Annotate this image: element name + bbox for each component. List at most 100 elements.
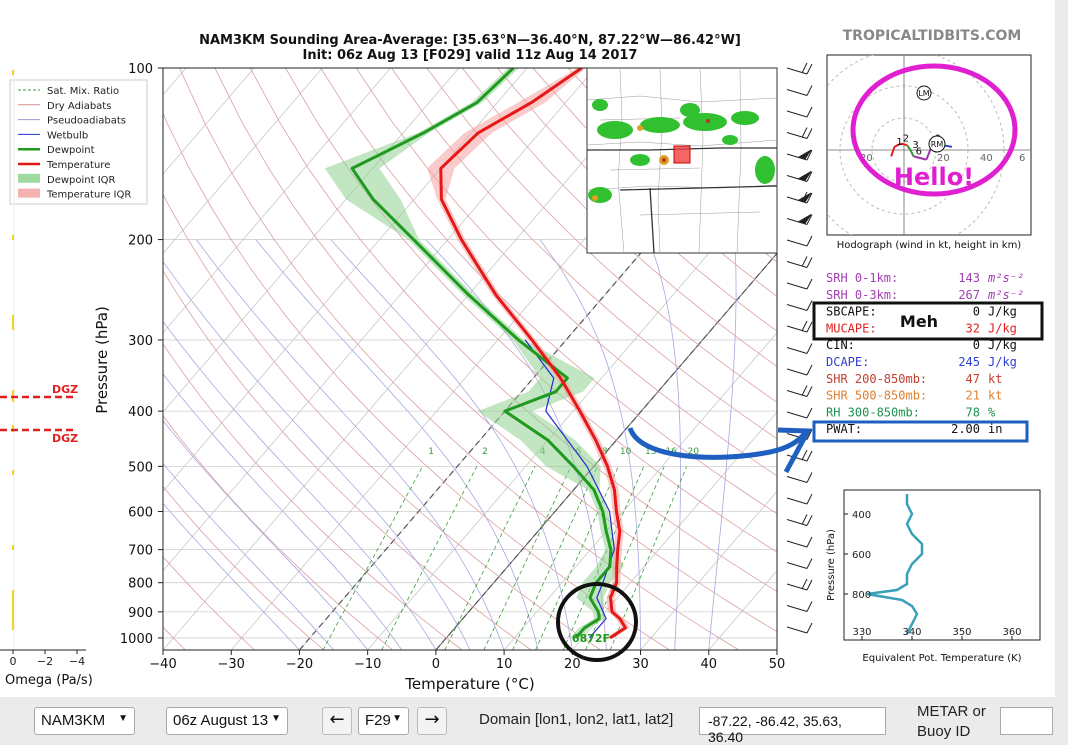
- wind-barb: [786, 89, 808, 96]
- index-label: MUCAPE:: [826, 321, 877, 335]
- wind-barb: [786, 562, 808, 569]
- wind-barb: [786, 497, 808, 505]
- arrow-left-icon: ←: [329, 709, 345, 730]
- wind-barb: [786, 540, 808, 548]
- hodo-ring-label: 20: [860, 153, 873, 164]
- index-value: 47: [966, 372, 980, 386]
- wind-barb: [786, 132, 808, 139]
- pwat-arrow: [627, 426, 808, 460]
- legend-label: Temperature IQR: [46, 190, 131, 201]
- index-unit: J/kg: [988, 305, 1017, 319]
- pwat-arrow-head: [777, 427, 813, 474]
- domain-label: Domain [lon1, lon2, lat1, lat2]: [479, 711, 674, 728]
- wind-barb: [786, 261, 808, 268]
- hodograph-height-label: 1: [896, 137, 902, 148]
- temperature-tick-label: 40: [701, 657, 718, 672]
- x-axis-label: Temperature (°C): [404, 675, 534, 693]
- index-label: SHR 500-850mb:: [826, 389, 927, 403]
- temperature-tick-label: 10: [496, 657, 513, 672]
- theta-e-x-tick: 350: [952, 627, 971, 638]
- hodograph-segment: [890, 146, 896, 157]
- theta-e-x-tick: 330: [852, 627, 871, 638]
- hodo-ring-label: 20: [937, 153, 950, 164]
- run-select[interactable]: 06z August 13 ▼: [166, 707, 288, 735]
- wind-barb: [786, 454, 808, 462]
- index-unit: %: [988, 405, 996, 419]
- hodograph-segment: [913, 155, 927, 161]
- theta-e-xlabel: Equivalent Pot. Temperature (K): [862, 653, 1021, 664]
- toolbar: NAM3KM ▼ 06z August 13 ▼ ← F29 ▼ → Domai…: [0, 697, 1068, 745]
- index-label: PWAT:: [826, 422, 862, 436]
- dgz-label-bottom: DGZ: [52, 432, 78, 445]
- iqr-shading: [324, 68, 630, 638]
- pressure-tick-label: 700: [128, 544, 153, 559]
- temperature-tick-label: 20: [564, 657, 581, 672]
- pressure-tick-label: 500: [128, 460, 153, 475]
- hodograph-caption: Hodograph (wind in kt, height in km): [837, 240, 1022, 251]
- next-forecast-button[interactable]: →: [417, 707, 447, 735]
- index-unit: kt: [988, 372, 1002, 386]
- hello-annotation: Hello!: [894, 163, 974, 191]
- index-value: 32: [966, 321, 980, 335]
- prev-forecast-button[interactable]: ←: [322, 707, 352, 735]
- hodo-ring-label: 40: [980, 153, 993, 164]
- temperature-tick-label: 50: [769, 657, 786, 672]
- skewt-figure: NAM3KM Sounding Area-Average: [35.63°N—3…: [0, 28, 1044, 693]
- metar-label-line2: Buoy ID: [917, 723, 971, 740]
- omega-label: Omega (Pa/s): [5, 673, 93, 688]
- index-unit: m²s⁻²: [987, 271, 1024, 285]
- hodo-lm-label: LM: [918, 89, 929, 98]
- pressure-tick-label: 300: [128, 334, 153, 349]
- pressure-tick-label: 800: [128, 577, 153, 592]
- legend: Sat. Mix. Ratio Dry Adiabats Pseudoadiabat…: [18, 86, 131, 201]
- wind-barb: [786, 110, 808, 118]
- index-value: 267: [958, 288, 980, 302]
- mix-ratio-label: 1: [428, 447, 434, 457]
- hodograph-segment: [906, 144, 912, 151]
- chart-subtitle: Init: 06z Aug 13 [F029] valid 11z Aug 14…: [303, 48, 638, 63]
- pressure-tick-label: 1000: [120, 632, 153, 647]
- forecast-hour-select[interactable]: F29 ▼: [358, 707, 409, 735]
- pressure-tick-label: 100: [128, 62, 153, 77]
- theta-e-y-tick: 800: [852, 590, 871, 601]
- wind-barb: [786, 347, 808, 354]
- theta-e-y-tick: 400: [852, 510, 871, 521]
- run-select-value: 06z August 13: [173, 712, 269, 729]
- index-value: 21: [966, 389, 980, 403]
- theta-e-panel: 330 340 350 360 400 600 800 Pressure (hPa) Equ…: [826, 489, 1041, 664]
- domain-input[interactable]: -87.22, -86.42, 35.63, 36.40: [699, 707, 886, 745]
- temperature-tick-label: −20: [286, 657, 313, 672]
- pressure-tick-label: 600: [128, 505, 153, 520]
- wind-barb: [786, 390, 808, 397]
- model-select[interactable]: NAM3KM ▼: [34, 707, 135, 735]
- index-label: SRH 0-3km:: [826, 288, 898, 302]
- index-value: 245: [958, 355, 980, 369]
- theta-e-line: [866, 494, 924, 635]
- theta-e-x-tick: 340: [902, 627, 921, 638]
- pressure-tick-label: 200: [128, 234, 153, 249]
- wind-barb: [786, 239, 808, 247]
- skewt-series: [350, 68, 627, 640]
- hodograph-segment: [909, 149, 915, 157]
- legend-swatch: [18, 188, 40, 198]
- index-label: SHR 200-850mb:: [826, 372, 927, 386]
- theta-e-y-tick: 600: [852, 550, 871, 561]
- pressure-tick-label: 400: [128, 405, 153, 420]
- legend-label: Dewpoint: [47, 145, 95, 156]
- metar-input[interactable]: [1000, 707, 1053, 735]
- meh-annotation: Meh: [900, 312, 938, 331]
- mix-ratio-label: 10: [620, 447, 632, 457]
- omega-tick-label: −4: [69, 655, 85, 668]
- legend-label: Dewpoint IQR: [47, 175, 116, 186]
- chevron-down-icon: ▼: [271, 713, 281, 724]
- meh-box: [812, 301, 1044, 341]
- chevron-down-icon: ▼: [392, 713, 402, 724]
- index-unit: kt: [988, 389, 1002, 403]
- model-select-value: NAM3KM: [41, 712, 106, 729]
- temperature-line: [439, 68, 627, 640]
- wind-barb: [786, 583, 808, 591]
- index-value: 2.00: [951, 422, 980, 436]
- omega-tick-label: −2: [37, 655, 53, 668]
- index-label: CIN:: [826, 338, 855, 352]
- chart-title: NAM3KM Sounding Area-Average: [35.63°N—3…: [199, 33, 741, 48]
